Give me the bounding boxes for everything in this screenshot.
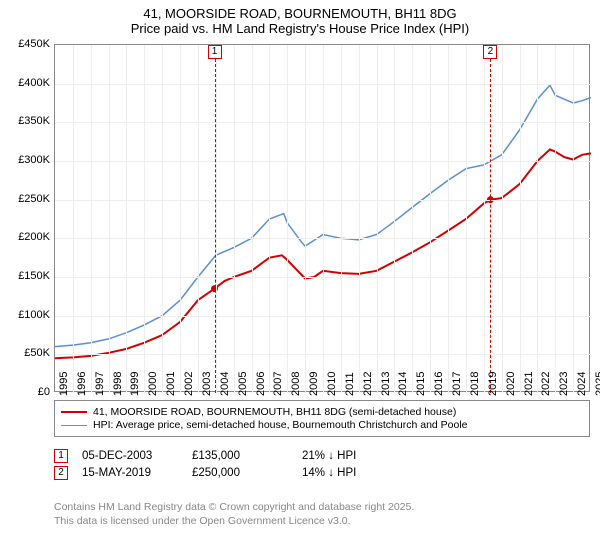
marker-box: 1 bbox=[208, 45, 222, 59]
y-tick-label: £100K bbox=[0, 309, 50, 321]
title-block: 41, MOORSIDE ROAD, BOURNEMOUTH, BH11 8DG… bbox=[0, 0, 600, 38]
x-tick-label: 1998 bbox=[112, 372, 124, 396]
transaction-delta: 14% ↓ HPI bbox=[302, 467, 422, 479]
legend-label: HPI: Average price, semi-detached house,… bbox=[93, 419, 468, 431]
title-line1: 41, MOORSIDE ROAD, BOURNEMOUTH, BH11 8DG bbox=[0, 6, 600, 21]
x-tick-label: 2021 bbox=[523, 372, 535, 396]
x-tick-label: 2010 bbox=[326, 372, 338, 396]
x-tick-label: 2007 bbox=[272, 372, 284, 396]
x-tick-label: 2018 bbox=[469, 372, 481, 396]
y-tick-label: £0 bbox=[0, 386, 50, 398]
y-tick-label: £200K bbox=[0, 231, 50, 243]
plot-area: 12 bbox=[54, 44, 590, 392]
x-tick-label: 2025 bbox=[594, 372, 600, 396]
x-tick-label: 2008 bbox=[290, 372, 302, 396]
legend-row: 41, MOORSIDE ROAD, BOURNEMOUTH, BH11 8DG… bbox=[61, 406, 583, 418]
x-tick-label: 2004 bbox=[219, 372, 231, 396]
x-tick-label: 1996 bbox=[76, 372, 88, 396]
transaction-marker: 2 bbox=[54, 466, 68, 480]
x-tick-label: 2009 bbox=[308, 372, 320, 396]
legend-label: 41, MOORSIDE ROAD, BOURNEMOUTH, BH11 8DG… bbox=[93, 406, 456, 418]
x-tick-label: 2013 bbox=[380, 372, 392, 396]
transaction-table: 1 05-DEC-2003£135,00021% ↓ HPI 2 15-MAY-201… bbox=[54, 446, 422, 483]
x-tick-label: 2019 bbox=[487, 372, 499, 396]
x-tick-label: 2005 bbox=[237, 372, 249, 396]
y-tick-label: £50K bbox=[0, 347, 50, 359]
x-tick-label: 2003 bbox=[201, 372, 213, 396]
transaction-row: 2 15-MAY-2019£250,00014% ↓ HPI bbox=[54, 466, 422, 480]
footer-line1: Contains HM Land Registry data © Crown c… bbox=[54, 500, 414, 514]
transaction-date: 15-MAY-2019 bbox=[82, 467, 192, 479]
y-tick-label: £300K bbox=[0, 154, 50, 166]
x-tick-label: 2016 bbox=[433, 372, 445, 396]
title-line2: Price paid vs. HM Land Registry's House … bbox=[0, 21, 600, 36]
transaction-price: £250,000 bbox=[192, 467, 302, 479]
x-tick-label: 1995 bbox=[58, 372, 70, 396]
x-tick-label: 2001 bbox=[165, 372, 177, 396]
transaction-price: £135,000 bbox=[192, 450, 302, 462]
transaction-date: 05-DEC-2003 bbox=[82, 450, 192, 462]
chart-container: 41, MOORSIDE ROAD, BOURNEMOUTH, BH11 8DG… bbox=[0, 0, 600, 560]
transaction-row: 1 05-DEC-2003£135,00021% ↓ HPI bbox=[54, 449, 422, 463]
y-tick-label: £250K bbox=[0, 193, 50, 205]
footer-line2: This data is licensed under the Open Gov… bbox=[54, 514, 414, 528]
x-tick-label: 2020 bbox=[505, 372, 517, 396]
x-tick-label: 2000 bbox=[147, 372, 159, 396]
x-tick-label: 2023 bbox=[558, 372, 570, 396]
y-tick-label: £400K bbox=[0, 77, 50, 89]
marker-line bbox=[215, 59, 216, 393]
x-tick-label: 2011 bbox=[344, 372, 356, 396]
x-tick-label: 2012 bbox=[362, 372, 374, 396]
x-tick-label: 1997 bbox=[94, 372, 106, 396]
transaction-marker: 1 bbox=[54, 449, 68, 463]
y-tick-label: £450K bbox=[0, 38, 50, 50]
legend-swatch bbox=[61, 425, 87, 426]
x-tick-label: 2024 bbox=[576, 372, 588, 396]
y-tick-label: £350K bbox=[0, 115, 50, 127]
marker-box: 2 bbox=[483, 45, 497, 59]
transaction-delta: 21% ↓ HPI bbox=[302, 450, 422, 462]
marker-line bbox=[490, 59, 491, 393]
x-tick-label: 2014 bbox=[397, 372, 409, 396]
footer: Contains HM Land Registry data © Crown c… bbox=[54, 500, 414, 528]
legend-swatch bbox=[61, 411, 87, 413]
x-tick-label: 2017 bbox=[451, 372, 463, 396]
x-tick-label: 2015 bbox=[415, 372, 427, 396]
x-tick-label: 2002 bbox=[183, 372, 195, 396]
y-tick-label: £150K bbox=[0, 270, 50, 282]
x-tick-label: 1999 bbox=[129, 372, 141, 396]
legend-row: HPI: Average price, semi-detached house,… bbox=[61, 419, 583, 431]
chart-area: £0£50K£100K£150K£200K£250K£300K£350K£400… bbox=[54, 44, 590, 392]
x-tick-label: 2022 bbox=[540, 372, 552, 396]
legend: 41, MOORSIDE ROAD, BOURNEMOUTH, BH11 8DG… bbox=[54, 400, 590, 437]
x-tick-label: 2006 bbox=[255, 372, 267, 396]
